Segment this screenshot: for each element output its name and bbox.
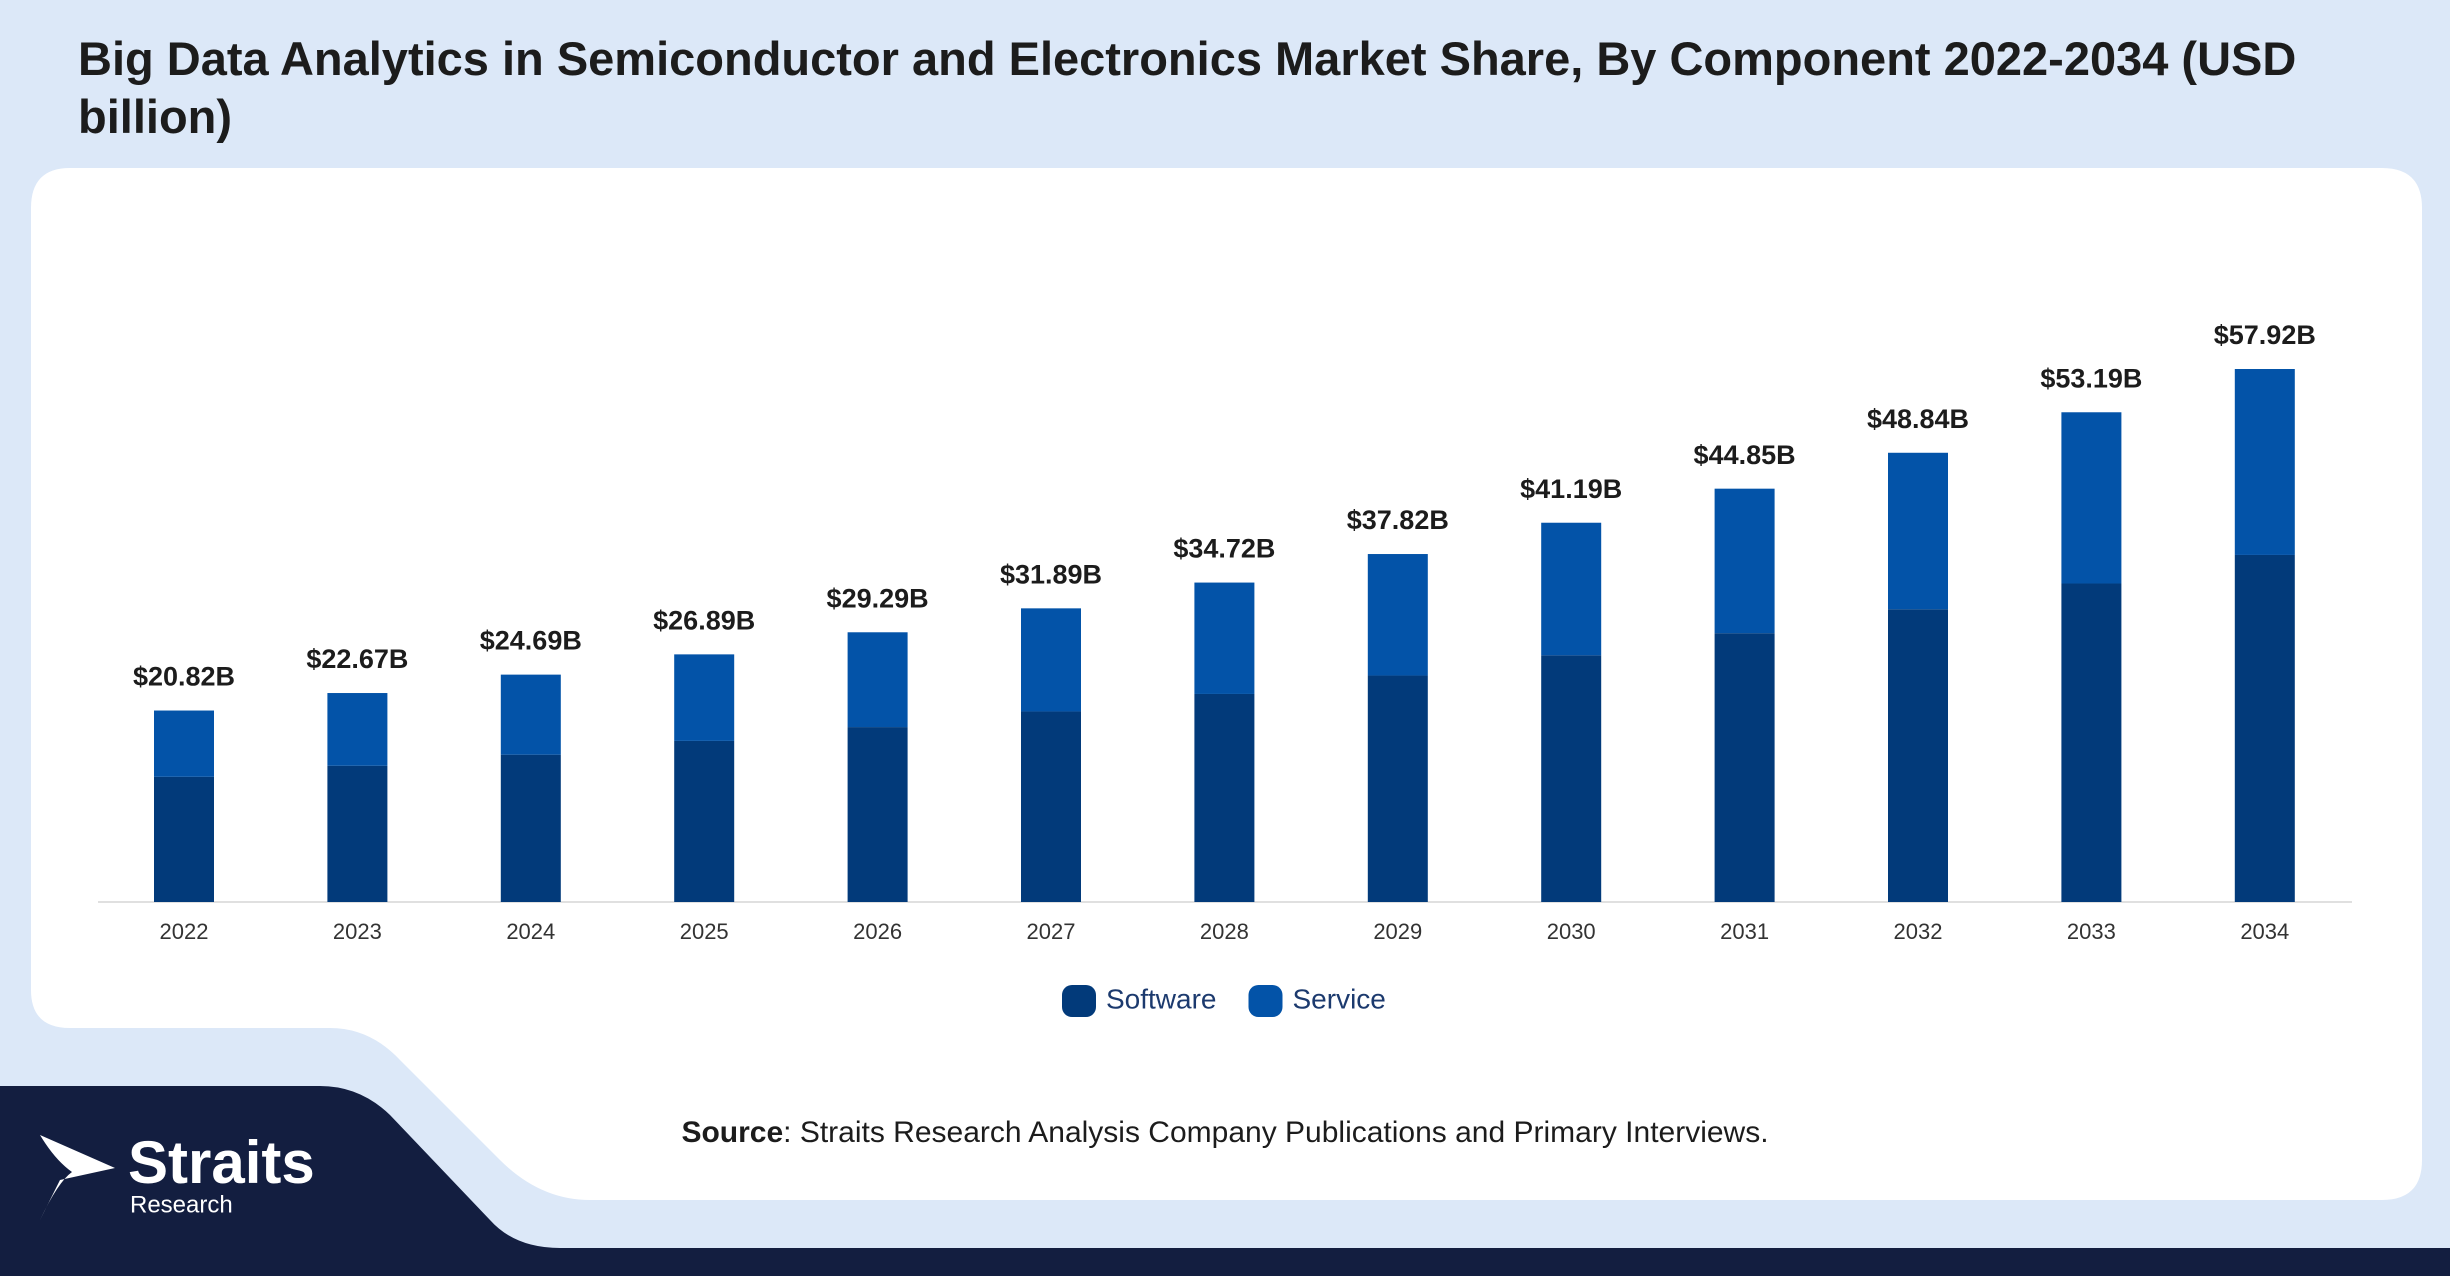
bar-segment [500, 754, 561, 902]
x-tick-label: 2025 [680, 919, 729, 944]
logo-icon [40, 1135, 115, 1220]
bar-segment [847, 727, 908, 902]
bar-segment [1194, 693, 1255, 902]
total-label: $29.29B [827, 583, 929, 613]
source-text: : Straits Research Analysis Company Publ… [783, 1116, 1769, 1149]
total-label: $34.72B [1173, 534, 1275, 564]
legend-swatch [1248, 985, 1283, 1017]
x-tick-label: 2023 [333, 919, 382, 944]
bar-segment [2234, 369, 2295, 555]
chart-title: Big Data Analytics in Semiconductor and … [78, 32, 2297, 143]
bar-segment [1194, 582, 1255, 694]
bar-segment [1888, 609, 1948, 902]
bar-segment [1888, 452, 1948, 610]
logo-name: Straits [128, 1129, 315, 1196]
footer-band [0, 1086, 2450, 1276]
total-label: $31.89B [1000, 559, 1102, 589]
x-tick-label: 2026 [853, 919, 902, 944]
bar-segment [847, 632, 908, 728]
source-label: Source [681, 1116, 784, 1149]
total-label: $53.19B [2040, 363, 2142, 393]
total-label: $44.85B [1694, 440, 1796, 470]
bar-segment [1367, 675, 1428, 902]
total-label: $24.69B [480, 626, 582, 656]
legend-swatch [1062, 985, 1096, 1017]
x-tick-label: 2029 [1373, 919, 1422, 944]
bar-segment [154, 776, 214, 902]
bar-segment [1367, 554, 1428, 676]
bar-segment [327, 765, 388, 902]
bar-segment [154, 710, 214, 777]
total-label: $48.84B [1867, 404, 1969, 434]
x-tick-label: 2033 [2067, 919, 2116, 944]
x-tick-label: 2030 [1547, 919, 1596, 944]
x-tick-label: 2031 [1720, 919, 1769, 944]
total-label: $22.67B [306, 644, 408, 674]
logo-sub: Research [130, 1191, 233, 1218]
total-label: $37.82B [1347, 505, 1449, 535]
x-tick-label: 2024 [506, 919, 555, 944]
source: Source: Straits Research Analysis Compan… [0, 1116, 2450, 1150]
bar-segment [1021, 711, 1081, 902]
total-label: $26.89B [653, 605, 755, 635]
x-tick-label: 2034 [2240, 919, 2289, 944]
total-label: $57.92B [2214, 320, 2316, 350]
legend-label: Service [1293, 983, 1386, 1014]
bar-segment [500, 674, 561, 755]
bar-segment [327, 693, 388, 766]
x-tick-label: 2032 [1894, 919, 1943, 944]
legend-label: Software [1106, 983, 1217, 1014]
x-tick-label: 2028 [1200, 919, 1249, 944]
bar-segment [2234, 554, 2295, 902]
bar-segment [674, 740, 735, 902]
bar-segment [1541, 522, 1602, 656]
bar-segment [674, 654, 735, 741]
bar-segment [1714, 633, 1775, 902]
x-tick-label: 2022 [160, 919, 209, 944]
bar-segment [1021, 608, 1081, 712]
bar-segment [1714, 488, 1775, 634]
x-tick-label: 2027 [1027, 919, 1076, 944]
total-label: $41.19B [1520, 474, 1622, 504]
bar-segment [1541, 655, 1602, 902]
bar-segment [2061, 412, 2122, 584]
bar-segment [2061, 583, 2122, 902]
total-label: $20.82B [133, 662, 235, 692]
